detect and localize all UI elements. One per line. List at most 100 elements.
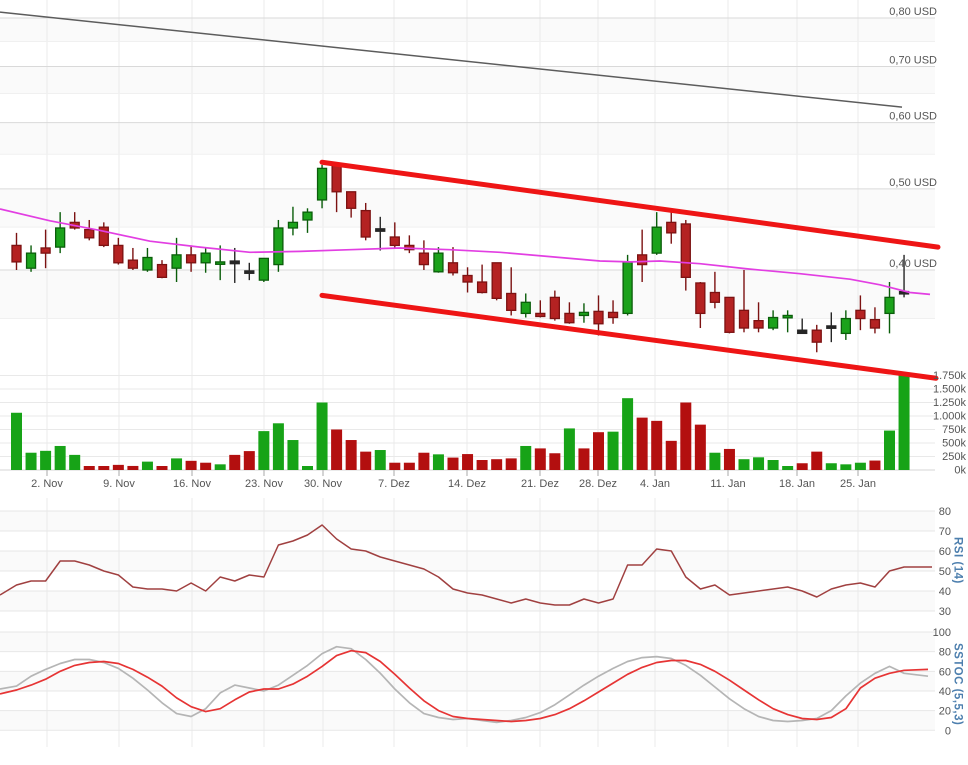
candle[interactable] — [549, 290, 560, 321]
volume-bar[interactable] — [156, 466, 168, 470]
volume-bar[interactable] — [811, 451, 823, 470]
volume-bar[interactable] — [258, 431, 270, 470]
volume-bar[interactable] — [505, 458, 517, 470]
candle[interactable] — [258, 257, 270, 283]
volume-bar[interactable] — [98, 466, 110, 470]
volume-bar[interactable] — [462, 454, 474, 470]
volume-bar[interactable] — [520, 445, 532, 470]
volume-bar[interactable] — [112, 464, 124, 470]
volume-bar[interactable] — [287, 440, 299, 470]
candle[interactable] — [476, 264, 488, 294]
volume-bar[interactable] — [898, 372, 910, 470]
candle[interactable] — [491, 262, 502, 301]
volume-bar[interactable] — [447, 457, 459, 470]
volume-bar[interactable] — [782, 466, 794, 470]
candle[interactable] — [840, 310, 851, 340]
volume-bar[interactable] — [563, 428, 575, 470]
volume-bar[interactable] — [214, 464, 226, 470]
candle[interactable] — [593, 295, 604, 336]
candle[interactable] — [607, 300, 619, 324]
volume-bar[interactable] — [25, 452, 37, 470]
volume-bar[interactable] — [694, 424, 706, 470]
volume-bar[interactable] — [403, 462, 415, 470]
candle[interactable] — [40, 229, 51, 269]
candle[interactable] — [797, 318, 808, 335]
price-volume-panel[interactable]: 2. Nov 9. Nov 16. Nov 23. Nov 30. Nov 7. Dez 1… — [0, 0, 968, 492]
volume-bar[interactable] — [854, 462, 866, 470]
candle[interactable] — [113, 237, 124, 265]
volume-bar[interactable] — [651, 420, 663, 470]
candle[interactable] — [680, 219, 691, 291]
candle[interactable] — [84, 219, 95, 241]
volume-bar[interactable] — [243, 451, 255, 470]
candle[interactable] — [506, 267, 517, 316]
volume-bar[interactable] — [709, 452, 721, 470]
candle[interactable] — [695, 282, 706, 329]
stochastic-panel[interactable]: 100 80 60 40 20 0 — [0, 622, 968, 747]
volume-bar[interactable] — [796, 463, 808, 470]
candle[interactable] — [25, 245, 37, 272]
candle[interactable] — [360, 202, 371, 241]
candle[interactable] — [753, 302, 764, 333]
candle[interactable] — [826, 312, 837, 343]
volume-bar[interactable] — [753, 457, 765, 470]
candle[interactable] — [622, 254, 633, 316]
candle[interactable] — [98, 222, 109, 248]
candle[interactable] — [273, 219, 284, 272]
candle[interactable] — [651, 212, 662, 255]
volume-bar[interactable] — [607, 431, 619, 470]
candle[interactable] — [811, 324, 822, 353]
volume-bar[interactable] — [723, 448, 735, 470]
candle[interactable] — [302, 208, 313, 233]
volume-bar[interactable] — [840, 464, 852, 470]
candle[interactable] — [375, 216, 386, 251]
volume-bar[interactable] — [738, 459, 750, 470]
candle[interactable] — [564, 302, 575, 324]
volume-bar[interactable] — [869, 460, 881, 470]
volume-bar[interactable] — [316, 402, 328, 471]
candle[interactable] — [171, 237, 182, 283]
candle[interactable] — [433, 247, 444, 273]
volume-bar[interactable] — [636, 417, 648, 470]
volume-bar[interactable] — [578, 448, 590, 470]
candle[interactable] — [200, 247, 211, 273]
candle[interactable] — [855, 295, 866, 331]
volume-bar[interactable] — [491, 459, 503, 470]
candle[interactable] — [447, 247, 459, 276]
candle[interactable] — [637, 229, 648, 283]
candle[interactable] — [156, 260, 168, 279]
candle[interactable] — [578, 303, 590, 323]
candle[interactable] — [782, 310, 793, 333]
candle[interactable] — [666, 210, 677, 244]
candle[interactable] — [287, 206, 299, 236]
volume-bar[interactable] — [374, 450, 386, 470]
candle[interactable] — [185, 245, 197, 272]
candle[interactable] — [884, 282, 895, 334]
candle[interactable] — [869, 307, 881, 334]
volume-bar[interactable] — [127, 465, 139, 470]
volume-bar[interactable] — [884, 430, 895, 470]
volume-bar[interactable] — [141, 461, 153, 470]
candle[interactable] — [418, 240, 430, 270]
volume-bar[interactable] — [185, 460, 197, 470]
candle[interactable] — [462, 267, 473, 293]
volume-bar[interactable] — [389, 462, 401, 470]
volume-bar[interactable] — [69, 454, 81, 470]
volume-bar[interactable] — [272, 423, 284, 470]
candle[interactable] — [127, 247, 139, 270]
volume-bar[interactable] — [825, 463, 837, 470]
volume-bar[interactable] — [331, 429, 343, 471]
candle[interactable] — [229, 247, 240, 283]
volume-bar[interactable] — [680, 402, 692, 471]
candle[interactable] — [142, 247, 153, 272]
volume-bar[interactable] — [476, 460, 488, 470]
volume-bar[interactable] — [200, 462, 212, 470]
candle[interactable] — [520, 293, 531, 318]
candle[interactable] — [215, 245, 226, 281]
candle[interactable] — [724, 296, 735, 334]
volume-bar[interactable] — [345, 440, 357, 470]
volume-bar[interactable] — [11, 412, 22, 470]
candle[interactable] — [709, 271, 721, 309]
volume-bar[interactable] — [171, 458, 183, 470]
volume-bar[interactable] — [40, 450, 52, 470]
